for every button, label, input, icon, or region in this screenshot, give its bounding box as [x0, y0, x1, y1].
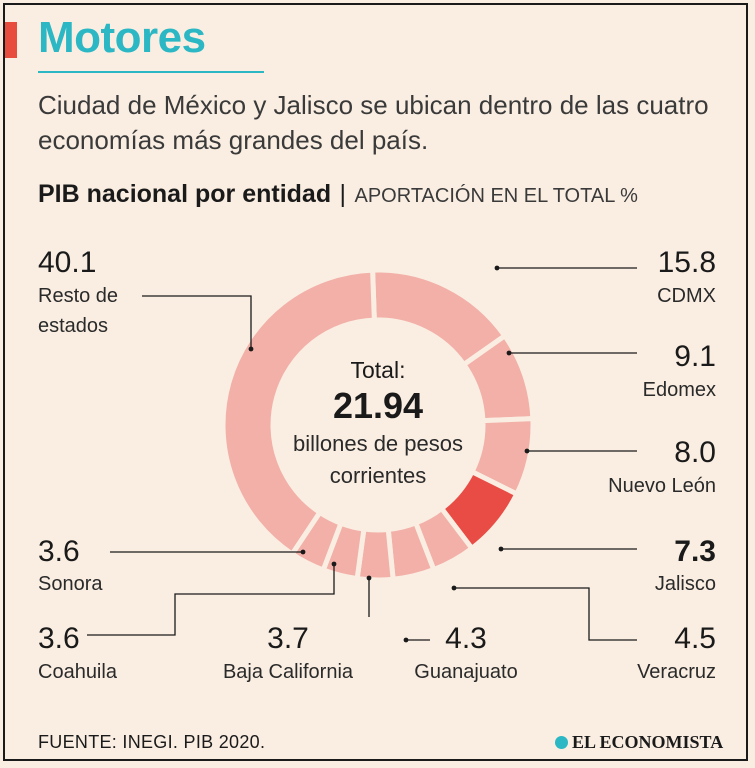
brand-icon: [555, 736, 568, 749]
value-label: 40.1: [38, 246, 96, 279]
category-label: estados: [38, 315, 108, 337]
value-label: 4.3: [445, 622, 487, 655]
leader-dot: [300, 549, 306, 555]
value-label: 4.5: [674, 622, 716, 655]
value-label: 9.1: [674, 340, 716, 373]
category-label: Jalisco: [655, 573, 716, 595]
leader-dot: [494, 265, 500, 271]
center-unit-line2: corrientes: [330, 463, 427, 488]
brand-logo-text: EL ECONOMISTA: [555, 732, 723, 753]
frame: [3, 3, 748, 761]
category-label: Baja California: [223, 661, 354, 683]
category-label: Coahuila: [38, 661, 118, 683]
category-label: Nuevo León: [608, 475, 716, 497]
leader-dot: [331, 561, 337, 567]
heading-separator: |: [339, 180, 347, 208]
value-label: 3.7: [267, 622, 309, 655]
slice-labels: 15.8 CDMX 9.1 Edomex 8.0 Nuevo León 7.3 Jalisco…: [38, 246, 716, 683]
chart-heading: PIB nacional por entidad | APORTACIÓN EN…: [38, 180, 638, 209]
value-label: 3.6: [38, 535, 80, 568]
chart-subtitle: APORTACIÓN EN EL TOTAL %: [354, 185, 638, 207]
category-label: Edomex: [643, 379, 716, 401]
slices: [220, 267, 536, 583]
chart-title: PIB nacional por entidad: [38, 180, 332, 208]
center-unit-line1: billones de pesos: [293, 431, 463, 456]
value-label: 7.3: [674, 535, 716, 568]
leader-dot: [451, 585, 457, 591]
leader-line: [87, 564, 335, 636]
value-label: 15.8: [658, 246, 716, 279]
category-label: Guanajuato: [414, 661, 517, 683]
subtitle: Ciudad de México y Jalisco se ubican den…: [38, 90, 709, 155]
value-label: 3.6: [38, 622, 80, 655]
leader-lines: [87, 265, 637, 643]
leader-dot: [403, 637, 409, 643]
leader-dot: [366, 575, 372, 581]
leader-line: [142, 295, 252, 349]
leader-dot: [498, 546, 504, 552]
category-label: Veracruz: [637, 661, 716, 683]
leader-dot: [506, 350, 512, 356]
slice-resto-de-estados: [220, 267, 377, 557]
title-rule: [38, 71, 264, 73]
center-total-value: 21.94: [333, 385, 423, 426]
category-label: Resto de: [38, 285, 118, 307]
value-label: 8.0: [674, 436, 716, 469]
category-label: CDMX: [657, 285, 716, 307]
source-note: FUENTE: INEGI. PIB 2020.: [38, 732, 266, 752]
brand-name: EL ECONOMISTA: [572, 732, 724, 752]
leader-dot: [524, 448, 530, 454]
accent-bar: [5, 22, 17, 58]
page-title: Motores: [38, 13, 206, 62]
leader-line: [454, 587, 637, 641]
category-label: Sonora: [38, 573, 103, 595]
center-total-label: Total:: [351, 357, 406, 383]
leader-dot: [248, 346, 254, 352]
